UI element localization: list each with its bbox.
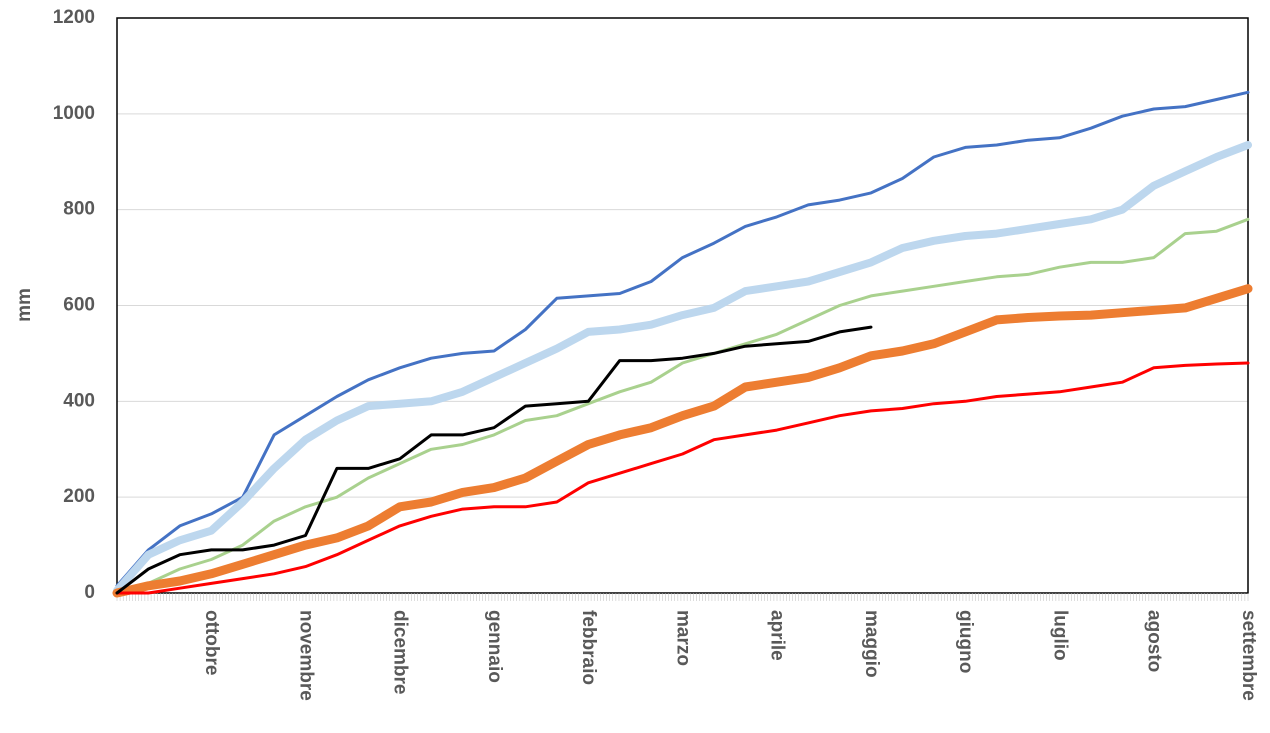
x-tick-label: novembre xyxy=(295,610,316,701)
y-tick-label: 600 xyxy=(63,295,95,316)
series-line xyxy=(115,325,873,595)
x-tick-label: luglio xyxy=(1049,610,1070,661)
x-tick-label: marzo xyxy=(672,610,693,666)
y-axis-label: mm xyxy=(14,288,35,322)
x-tick-label: settembre xyxy=(1238,610,1259,701)
series-line xyxy=(115,361,1250,595)
x-tick-label: aprile xyxy=(767,610,788,661)
x-tick-label: febbraio xyxy=(578,610,599,685)
y-tick-label: 1200 xyxy=(53,7,95,28)
plot-border xyxy=(116,17,1249,594)
y-tick-label: 800 xyxy=(63,199,95,220)
x-tick-label: ottobre xyxy=(201,610,222,675)
x-tick-label: gennaio xyxy=(484,610,505,683)
series-line xyxy=(113,141,1252,595)
x-tick-label: agosto xyxy=(1144,610,1165,672)
series-line xyxy=(112,284,1253,598)
x-tick-label: giugno xyxy=(955,610,976,673)
y-tick-label: 400 xyxy=(63,390,95,411)
y-tick-label: 1000 xyxy=(53,103,95,124)
y-tick-label: 200 xyxy=(63,486,95,507)
series-line xyxy=(115,217,1250,595)
series-line xyxy=(115,90,1250,588)
y-tick-label: 0 xyxy=(84,582,95,603)
x-tick-label: maggio xyxy=(861,610,882,678)
x-tick-label: dicembre xyxy=(390,610,411,694)
